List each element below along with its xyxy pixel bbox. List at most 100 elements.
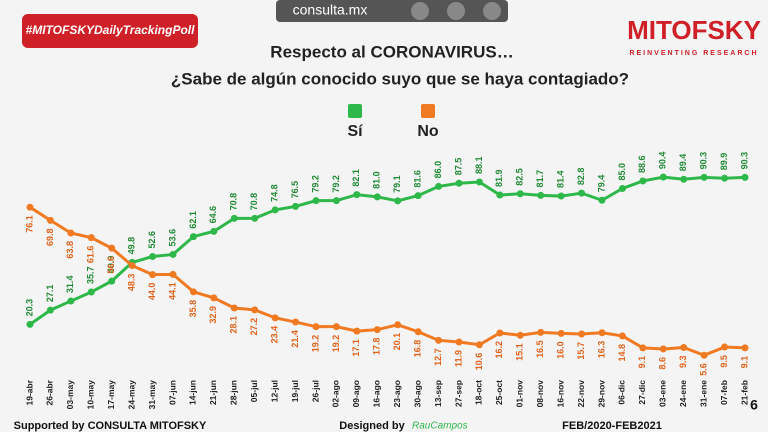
data-label: 16.3	[596, 341, 606, 359]
data-label: 49.8	[127, 237, 137, 255]
x-tick-label: 03-may	[65, 380, 75, 410]
data-label: 82.1	[351, 169, 361, 187]
x-tick-label: 25-oct	[494, 380, 504, 405]
data-point	[210, 227, 218, 235]
twitter-icon[interactable]	[411, 2, 429, 20]
data-label: 12.7	[433, 348, 443, 366]
data-label: 53.6	[167, 229, 177, 247]
data-label: 35.7	[86, 266, 96, 284]
data-point	[618, 185, 626, 192]
data-point	[210, 294, 218, 302]
x-tick-label: 02-ago	[331, 380, 341, 407]
x-tick-label: 08-nov	[535, 380, 545, 408]
x-tick-label: 21-feb	[739, 380, 749, 405]
data-label: 79.2	[331, 175, 341, 193]
data-label: 81.0	[372, 171, 382, 189]
data-point	[496, 191, 504, 199]
data-label: 81.4	[556, 171, 566, 189]
data-label: 23.4	[270, 326, 280, 344]
data-point	[578, 330, 586, 338]
data-point	[680, 343, 688, 351]
data-label: 70.8	[249, 193, 259, 211]
x-tick-label: 09-ago	[351, 380, 361, 407]
series-line	[29, 175, 746, 326]
data-point	[598, 329, 606, 337]
data-label: 16.2	[494, 341, 504, 359]
data-point	[557, 192, 565, 200]
data-point	[108, 244, 116, 252]
data-point	[169, 270, 177, 278]
data-label: 81.9	[494, 169, 504, 187]
chart-subtitle: ¿Sabe de algún conocido suyo que se haya…	[171, 69, 629, 88]
x-tick-label: 07-feb	[719, 380, 729, 405]
data-label: 15.7	[576, 342, 586, 360]
data-label: 81.7	[535, 170, 545, 188]
data-point	[373, 193, 381, 201]
data-point	[598, 196, 606, 204]
data-label: 14.8	[617, 344, 627, 362]
data-label: 20.3	[24, 299, 34, 317]
data-label: 16.0	[556, 341, 566, 359]
data-label: 62.1	[188, 211, 198, 229]
data-point	[26, 320, 34, 328]
data-point	[312, 323, 320, 331]
site[interactable]: consulta.mx	[293, 2, 368, 18]
hashtag-badge	[22, 14, 198, 48]
x-tick-label: 21-jun	[208, 380, 218, 405]
data-label: 79.4	[596, 175, 606, 193]
footer-design: Designed by	[339, 420, 405, 432]
x-tick-label: 31-may	[147, 380, 157, 410]
data-point	[87, 288, 95, 296]
youtube-icon[interactable]	[483, 2, 501, 20]
data-label: 88.6	[637, 155, 647, 173]
data-point	[373, 326, 381, 334]
data-label: 48.3	[127, 274, 137, 292]
data-point	[332, 323, 340, 331]
x-tick-label: 01-nov	[515, 380, 525, 408]
x-tick-label: 27-dic	[637, 380, 647, 405]
data-label: 17.1	[351, 339, 361, 357]
data-label: 86.0	[433, 161, 443, 179]
data-label: 82.8	[576, 168, 586, 186]
data-point	[149, 253, 157, 261]
data-label: 15.1	[515, 343, 525, 361]
x-tick-label: 22-nov	[576, 380, 586, 408]
x-tick-label: 05-jul	[249, 380, 259, 402]
data-point	[721, 174, 729, 182]
data-label: 9.1	[739, 356, 749, 369]
facebook-icon[interactable]	[447, 2, 465, 20]
data-label: 76.5	[290, 181, 300, 199]
data-point	[271, 314, 279, 322]
data-point	[578, 189, 586, 197]
data-label: 10.6	[474, 353, 484, 371]
data-point	[169, 250, 177, 258]
data-point	[496, 329, 504, 337]
data-point	[332, 197, 340, 205]
legend-swatch	[348, 104, 362, 118]
data-label: 27.2	[249, 318, 259, 336]
data-label: 79.2	[310, 175, 320, 193]
x-tick-label: 16-ago	[372, 380, 382, 407]
x-tick-label: 26-jul	[310, 380, 320, 402]
x-tick-label: 29-nov	[596, 380, 606, 408]
data-label: 81.6	[413, 170, 423, 188]
data-point	[271, 206, 279, 214]
data-label: 19.2	[331, 335, 341, 353]
data-label: 52.6	[147, 231, 157, 249]
data-point	[475, 341, 483, 349]
data-label: 9.3	[678, 355, 688, 368]
data-label: 44.0	[147, 283, 157, 301]
x-tick-label: 17-may	[106, 380, 116, 410]
data-point	[312, 197, 320, 205]
data-label: 70.8	[229, 193, 239, 211]
footer-period: FEB/2020-FEB2021	[562, 420, 662, 432]
data-point	[230, 214, 238, 222]
data-point	[67, 297, 75, 305]
data-label: 16.5	[535, 340, 545, 358]
data-point	[26, 203, 34, 211]
x-tick-label: 06-dic	[617, 380, 627, 405]
data-point	[414, 328, 422, 336]
data-point	[557, 329, 565, 337]
